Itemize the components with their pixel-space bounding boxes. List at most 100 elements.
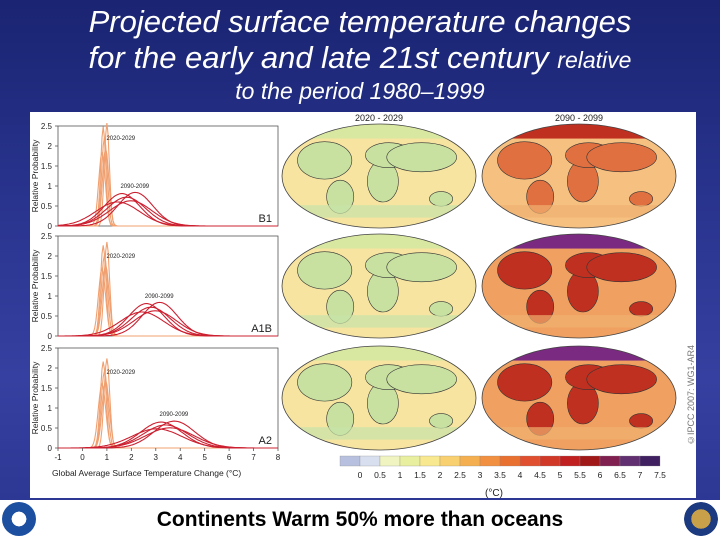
map-arctic	[282, 346, 476, 361]
y-tick-label: 0.5	[41, 202, 53, 211]
y-tick-label: 2.5	[41, 232, 53, 241]
y-tick-label: 0	[48, 444, 53, 453]
colorbar-swatch-4	[419, 455, 441, 467]
x-tick-label: 6	[227, 453, 232, 462]
ipcc-figure: 0 0.5 1 1.5 2 2.5 Relative Probability 2020-202…	[30, 112, 696, 499]
curve-early-B1	[58, 122, 278, 227]
colorbar-swatch-1	[359, 455, 381, 467]
colorbar-swatch-2	[379, 455, 401, 467]
scenario-label: A2	[259, 435, 272, 447]
map-outline	[281, 123, 477, 229]
colorbar-swatch-5	[439, 455, 461, 467]
colorbar-swatch-12	[579, 455, 601, 467]
colorbar-label: 6	[598, 470, 603, 480]
map-land	[629, 413, 654, 429]
y-tick-label: 1.5	[41, 384, 53, 393]
curve-early-A1B	[58, 266, 278, 337]
y-tick-label: 1	[48, 292, 53, 301]
curve-late-A2	[58, 420, 278, 449]
curve-late-B1	[57, 201, 278, 227]
early-period-label: 2020-2029	[106, 136, 135, 142]
map-land	[497, 251, 553, 290]
map-land	[386, 252, 457, 283]
y-tick-label: 1.5	[41, 162, 53, 171]
map-outline	[281, 233, 477, 339]
world-map-a1b-late	[482, 234, 676, 338]
y-axis-label: Relative Probability	[30, 249, 40, 323]
colorbar-label: 3.5	[494, 470, 506, 480]
y-axis-label: Relative Probability	[30, 139, 40, 213]
colorbar-swatch-8	[499, 455, 521, 467]
map-outline	[481, 123, 677, 229]
late-period-label: 2090-2099	[145, 294, 174, 300]
y-tick-label: 1	[48, 404, 53, 413]
y-tick-label: 2.5	[41, 344, 53, 353]
y-axis-label: Relative Probability	[30, 361, 40, 435]
colorbar-label: 1.5	[414, 470, 426, 480]
map-arctic	[282, 124, 476, 139]
y-tick-label: 1.5	[41, 272, 53, 281]
map-land	[586, 142, 657, 173]
colorbar-label: 2	[438, 470, 443, 480]
map-southern-band	[482, 427, 676, 440]
y-tick-label: 0.5	[41, 312, 53, 321]
map-column-title: 2020 - 2029	[355, 113, 403, 123]
map-land	[429, 301, 454, 317]
map-land	[629, 191, 654, 207]
colorbar-swatch-9	[519, 455, 541, 467]
colorbar-label: 4.5	[534, 470, 546, 480]
colorbar-label: 2.5	[454, 470, 466, 480]
figure-credit: ©IPCC 2007: WG1-AR4	[686, 345, 696, 446]
footer-band	[0, 500, 720, 540]
x-tick-label: -1	[54, 453, 62, 462]
colorbar-label: 0.5	[374, 470, 386, 480]
map-land	[297, 251, 353, 290]
map-southern-band	[282, 205, 476, 218]
curve-late-A1B	[58, 301, 278, 337]
map-land	[586, 364, 657, 395]
curve-early-A1B	[58, 241, 278, 337]
world-map-a2-late	[482, 346, 676, 450]
y-tick-label: 0	[48, 222, 53, 231]
title-line-1: Projected surface temperature changes	[88, 4, 632, 39]
map-outline	[481, 233, 677, 339]
map-land	[629, 301, 654, 317]
colorbar-label: 7.5	[654, 470, 666, 480]
late-period-label: 2090-2099	[160, 412, 189, 418]
map-land	[586, 252, 657, 283]
x-tick-label: 8	[276, 453, 281, 462]
map-land	[497, 363, 553, 402]
curve-early-B1	[58, 126, 278, 227]
slide-caption: Continents Warm 50% more than oceans	[156, 508, 564, 531]
colorbar-swatch-14	[619, 455, 641, 467]
y-tick-label: 2	[48, 364, 53, 373]
curve-late-A2	[58, 428, 278, 449]
map-arctic	[482, 234, 676, 249]
map-outline	[281, 345, 477, 451]
x-tick-label: 0	[80, 453, 85, 462]
map-southern-band	[482, 205, 676, 218]
map-arctic	[282, 234, 476, 249]
map-land	[386, 364, 457, 395]
x-tick-label: 1	[105, 453, 110, 462]
colorbar-label: 4	[518, 470, 523, 480]
colorbar-swatch-0	[339, 455, 361, 467]
map-southern-band	[282, 315, 476, 328]
x-axis-label: Global Average Surface Temperature Chang…	[52, 468, 241, 478]
map-land	[429, 191, 454, 207]
map-outline	[481, 345, 677, 451]
map-southern-band	[282, 427, 476, 440]
map-land	[297, 141, 353, 180]
colorbar-swatch-13	[599, 455, 621, 467]
map-arctic	[482, 346, 676, 361]
curve-early-A2	[58, 361, 278, 449]
curve-late-A1B	[58, 306, 278, 337]
panel-frame-B1	[57, 125, 279, 227]
colorbar-swatch-15	[639, 455, 661, 467]
x-tick-label: 5	[202, 453, 207, 462]
curve-early-A2	[58, 371, 278, 449]
colorbar-swatch-3	[399, 455, 421, 467]
x-tick-label: 7	[251, 453, 256, 462]
map-southern-band	[482, 315, 676, 328]
colorbar-label: 0	[358, 470, 363, 480]
